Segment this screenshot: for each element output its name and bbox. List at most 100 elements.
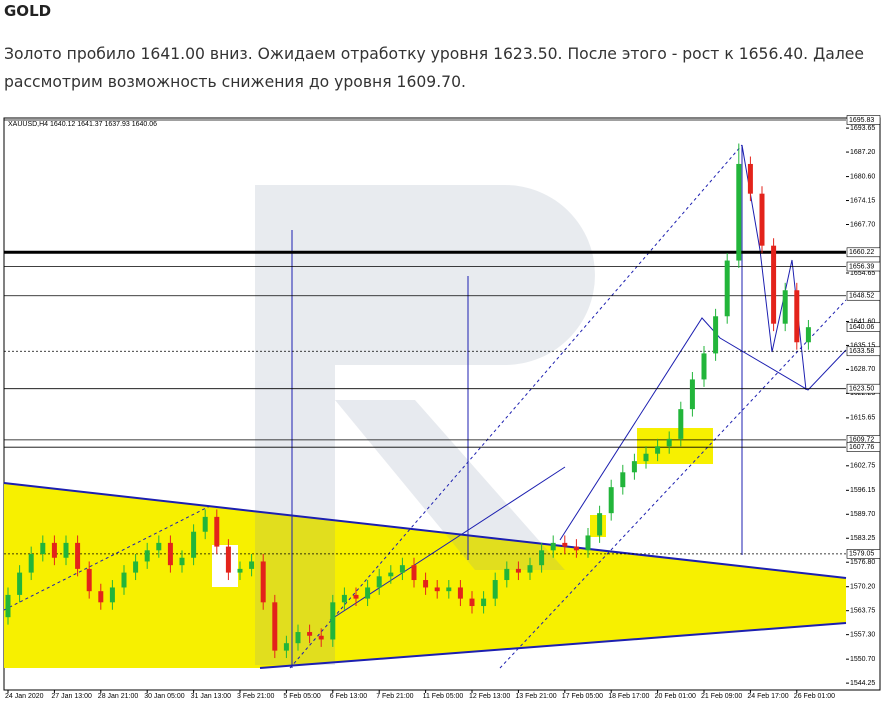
x-tick-label: 24 Jan 2020 (5, 693, 44, 700)
y-tick-label: 1570.20 (850, 584, 875, 591)
candle-body (75, 542, 81, 569)
y-tick-label: 1615.65 (850, 415, 875, 422)
candle-body (17, 572, 23, 595)
candle-body (411, 565, 417, 581)
candle-body (481, 598, 487, 607)
x-tick-label: 24 Feb 17:00 (747, 693, 788, 700)
x-tick-label: 12 Feb 13:00 (469, 693, 510, 700)
candle-body (167, 542, 173, 566)
y-tick-label: 1583.25 (850, 535, 875, 542)
y-tick-label: 1693.65 (850, 125, 875, 132)
y-tick-label: 1687.20 (850, 149, 875, 156)
candle-body (156, 542, 162, 551)
candle-body (701, 353, 707, 380)
x-tick-label: 3 Feb 21:00 (237, 693, 274, 700)
candle-body (225, 546, 231, 573)
x-tick-label: 17 Feb 05:00 (562, 693, 603, 700)
candle-body (724, 260, 730, 317)
candle-body (237, 568, 243, 573)
candle-body (759, 193, 765, 246)
candle-body (133, 561, 139, 573)
level-label: 1633.58 (849, 348, 874, 355)
candle-body (63, 542, 69, 558)
level-tag (846, 261, 881, 272)
y-tick-label: 1667.70 (850, 221, 875, 228)
candle-body (423, 580, 429, 588)
candle-body (434, 587, 440, 592)
candle-body (643, 453, 649, 462)
y-tick-label: 1563.75 (850, 608, 875, 615)
candle-body (515, 568, 521, 573)
candle-body (144, 550, 150, 562)
level-tag (846, 346, 881, 357)
x-tick-label: 13 Feb 21:00 (515, 693, 556, 700)
candle-body (295, 632, 301, 644)
candle-body (539, 550, 545, 566)
y-tick-label: 1641.60 (850, 318, 875, 325)
x-tick-label: 27 Jan 13:00 (51, 693, 92, 700)
level-tag (846, 383, 881, 394)
candle-body (469, 598, 475, 607)
candle-body (446, 587, 452, 592)
y-tick-label: 1680.60 (850, 173, 875, 180)
candle-body (597, 513, 603, 536)
level-label: 1609.72 (849, 437, 874, 444)
candle-body (620, 472, 626, 488)
candle-body (86, 568, 92, 592)
candle-body (655, 446, 661, 454)
candle-body (771, 245, 777, 324)
x-tick-label: 20 Feb 01:00 (655, 693, 696, 700)
candle-body (573, 546, 579, 551)
candle-body (550, 542, 556, 551)
y-tick-label: 1596.15 (850, 487, 875, 494)
level-tag (846, 290, 881, 301)
level-label: 1660.22 (849, 249, 874, 256)
candle-body (736, 163, 742, 261)
candle-body (631, 461, 637, 473)
x-tick-label: 5 Feb 05:00 (283, 693, 320, 700)
candle-body (109, 587, 115, 603)
candle-body (318, 635, 324, 640)
candle-body (202, 516, 208, 532)
level-tag (846, 322, 881, 332)
page-title: GOLD (4, 2, 52, 20)
x-tick-label: 26 Feb 01:00 (794, 693, 835, 700)
y-tick-label: 1622.25 (850, 390, 875, 397)
x-tick-label: 6 Feb 13:00 (330, 693, 367, 700)
y-tick-label: 1602.75 (850, 463, 875, 470)
candle-body (805, 327, 811, 343)
candle-body (689, 379, 695, 410)
candle-body (365, 587, 371, 599)
x-tick-label: 18 Feb 17:00 (608, 693, 649, 700)
level-tag (846, 442, 881, 452)
candle-body (608, 487, 614, 514)
level-label: 1656.39 (849, 263, 874, 270)
candle-body (585, 535, 591, 551)
candle-body (121, 572, 127, 588)
x-tick-label: 7 Feb 21:00 (376, 693, 413, 700)
x-tick-label: 30 Jan 05:00 (144, 693, 185, 700)
symbol-info: XAUUSD,H4 1640.12 1641.37 1637.93 1640.0… (8, 121, 157, 128)
level-tag (846, 549, 881, 559)
y-tick-label: 1557.30 (850, 631, 875, 638)
candle-body (399, 565, 405, 573)
level-tag (846, 115, 881, 125)
candle-body (376, 576, 382, 588)
candle-body (492, 580, 498, 599)
y-tick-label: 1589.70 (850, 511, 875, 518)
candle-body (504, 568, 510, 581)
candle-body (40, 542, 46, 555)
candle-body (214, 516, 220, 547)
level-label: 1640.06 (849, 324, 874, 331)
candle-body (51, 542, 57, 558)
candle-body (666, 438, 672, 447)
candle-body (341, 594, 347, 603)
y-tick-label: 1550.70 (850, 656, 875, 663)
level-label: 1607.76 (849, 444, 874, 451)
target-zone (637, 428, 713, 464)
candle-body (388, 572, 394, 577)
candle-body (272, 602, 278, 651)
candle-body (28, 554, 34, 573)
